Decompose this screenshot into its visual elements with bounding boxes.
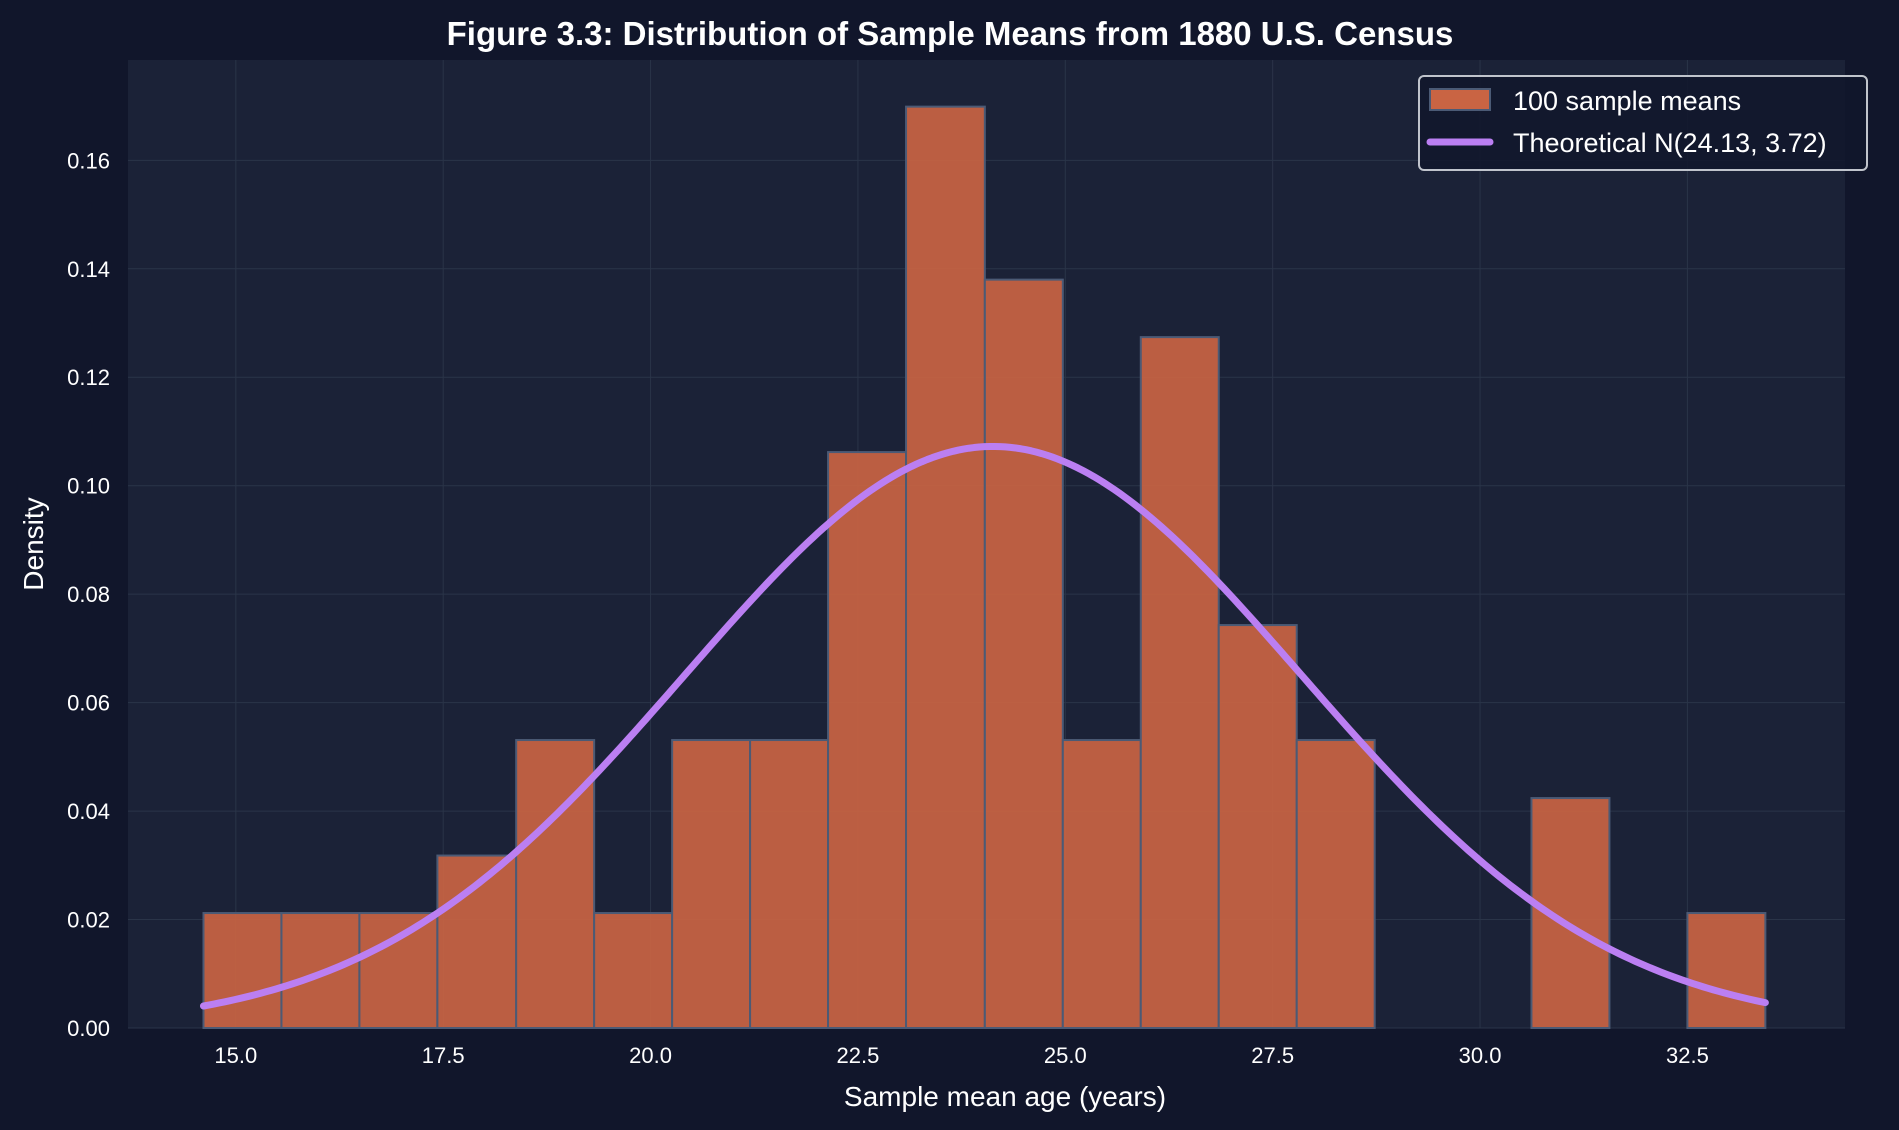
histogram-bar — [749, 739, 830, 1029]
chart-title: Figure 3.3: Distribution of Sample Means… — [447, 15, 1454, 52]
histogram-bars — [202, 105, 1767, 1030]
histogram-bar — [358, 912, 439, 1030]
normal-curve — [199, 442, 1769, 1010]
legend: 100 sample means Theoretical N(24.13, 3.… — [1418, 75, 1868, 171]
x-tick-label: 20.0 — [629, 1043, 672, 1068]
x-tick-label: 30.0 — [1459, 1043, 1502, 1068]
y-tick-label: 0.02 — [67, 908, 110, 933]
histogram-bar — [983, 278, 1064, 1029]
legend-swatch-histogram — [1429, 88, 1491, 111]
x-tick-label: 22.5 — [837, 1043, 880, 1068]
y-axis-label: Density — [18, 497, 49, 590]
y-tick-label: 0.00 — [67, 1016, 110, 1041]
y-tick-label: 0.04 — [67, 799, 110, 824]
y-tick-label: 0.12 — [67, 365, 110, 390]
x-tick-label: 25.0 — [1044, 1043, 1087, 1068]
y-tick-label: 0.10 — [67, 474, 110, 499]
normal-curve-line — [199, 442, 1769, 1010]
legend-label-histogram: 100 sample means — [1513, 86, 1741, 116]
x-ticks: 15.0 17.5 20.0 22.5 25.0 27.5 30.0 32.5 — [214, 1043, 1708, 1068]
x-tick-label: 17.5 — [422, 1043, 465, 1068]
y-tick-label: 0.06 — [67, 691, 110, 716]
histogram-bar — [905, 105, 986, 1030]
y-ticks: 0.00 0.02 0.04 0.06 0.08 0.10 0.12 0.14 0.16 — [67, 148, 110, 1041]
x-tick-label: 32.5 — [1666, 1043, 1709, 1068]
histogram-bar — [671, 739, 752, 1029]
histogram-bar — [1530, 797, 1611, 1029]
legend-box — [1418, 75, 1868, 171]
histogram-bar — [593, 912, 674, 1030]
histogram-bar — [1295, 739, 1376, 1029]
x-tick-label: 27.5 — [1251, 1043, 1294, 1068]
x-tick-label: 15.0 — [214, 1043, 257, 1068]
histogram-bar — [202, 912, 283, 1030]
x-axis-label: Sample mean age (years) — [844, 1081, 1166, 1112]
histogram-bar — [827, 451, 908, 1029]
y-tick-label: 0.08 — [67, 582, 110, 607]
histogram-bar — [1061, 739, 1142, 1029]
legend-label-curve: Theoretical N(24.13, 3.72) — [1513, 128, 1827, 158]
histogram-bar — [1686, 912, 1767, 1030]
histogram-bar — [1217, 624, 1298, 1029]
histogram-bar — [1139, 336, 1220, 1030]
y-tick-label: 0.16 — [67, 148, 110, 173]
y-tick-label: 0.14 — [67, 257, 110, 282]
